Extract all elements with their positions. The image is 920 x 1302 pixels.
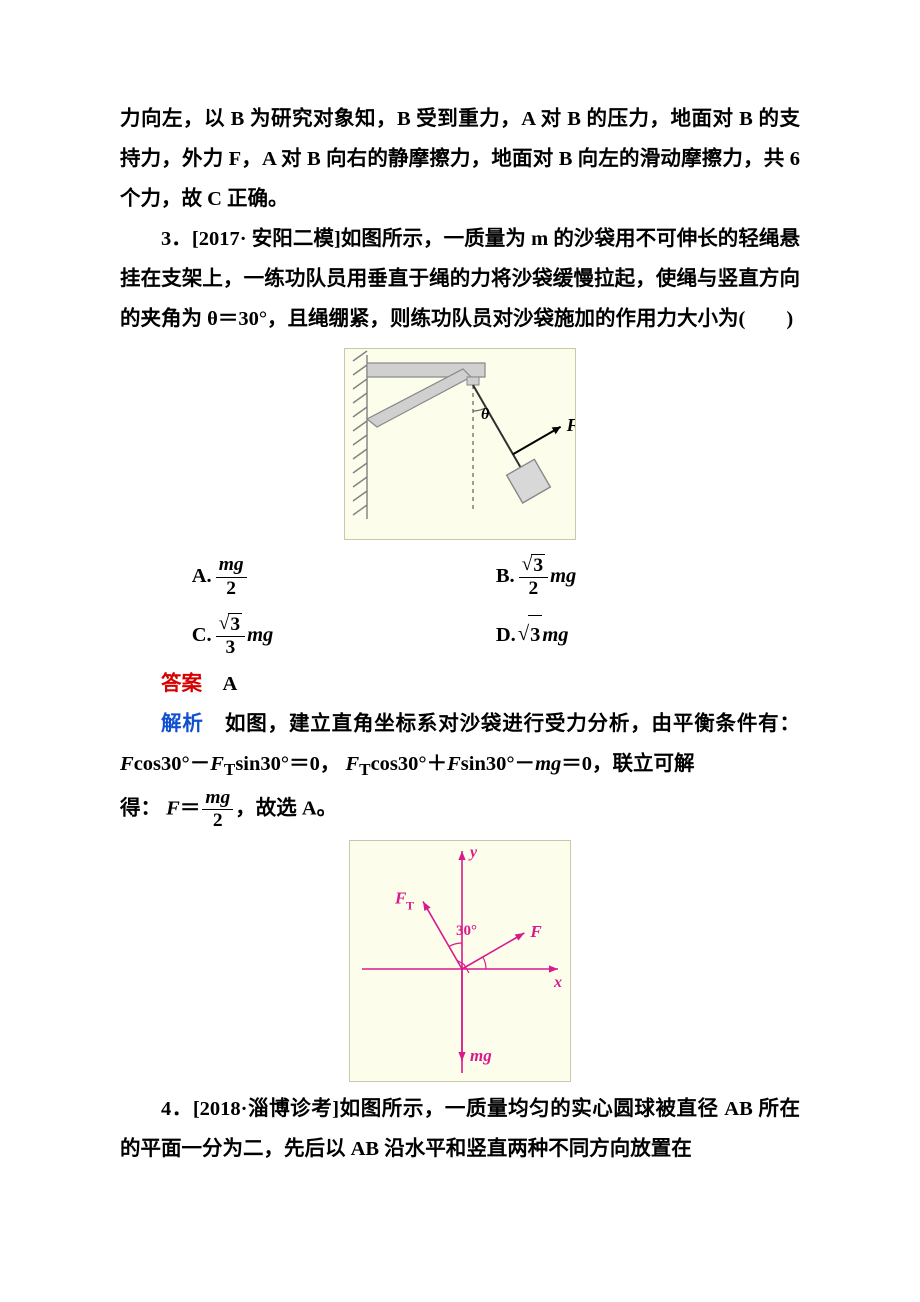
opt-b-den: 2	[526, 578, 542, 600]
eq1-FT: F	[210, 753, 224, 775]
opt-a-num: mg	[216, 554, 247, 577]
eq2-cos: cos30°＋	[371, 753, 448, 775]
svg-text:F: F	[566, 415, 575, 435]
expl2-pre: 得：	[120, 797, 161, 819]
eq1-F: F	[120, 753, 134, 775]
explanation-label: 解析	[161, 713, 204, 735]
q3-figure-wrap: θF	[120, 348, 800, 540]
q4-stem: 4．[2018·淄博诊考]如图所示，一质量均匀的实心圆球被直径 AB 所在的平面…	[120, 1090, 800, 1170]
option-label-a: A.	[192, 557, 212, 597]
q3-stem: 3．[2017· 安阳二模]如图所示，一质量为 m 的沙袋用不可伸长的轻绳悬挂在…	[120, 220, 800, 340]
svg-text:F: F	[529, 922, 542, 941]
q3-option-c: C. √3 3 mg	[192, 607, 496, 666]
q3-force-diagram-wrap: yxFT30°Fmg	[120, 840, 800, 1082]
answer-value: A	[223, 673, 238, 695]
q3-option-a: A. mg 2	[192, 548, 496, 607]
expl2-den: 2	[210, 810, 226, 832]
eq2-FTsub: T	[359, 760, 370, 779]
svg-text:y: y	[468, 844, 478, 861]
expl2-num: mg	[202, 787, 233, 810]
answer-label: 答案	[161, 673, 202, 695]
svg-text:T: T	[406, 899, 414, 913]
eq1-sin: sin30°＝0，	[235, 753, 340, 775]
expl2-F: F	[166, 797, 180, 819]
option-label-b: B.	[496, 557, 515, 597]
opt-c-sqrt: 3	[228, 613, 242, 636]
opt-d-sqrt: 3	[528, 615, 542, 656]
svg-text:mg: mg	[470, 1046, 492, 1065]
eq2-FT: F	[345, 753, 359, 775]
opt-d-tail: mg	[542, 616, 568, 656]
eq1-FTsub: T	[224, 760, 235, 779]
eq2-F: F	[447, 753, 461, 775]
q3-options: A. mg 2 B. √3 2 mg C. √3 3 mg D. √3 mg	[192, 548, 800, 666]
eq1-cos: cos30°－	[134, 753, 211, 775]
opt-c-den: 3	[223, 637, 239, 659]
eq2-mg: mg	[535, 753, 561, 775]
eq2-tail: ＝0，联立可解	[561, 753, 694, 775]
opt-b-tail: mg	[550, 557, 576, 597]
q3-force-diagram: yxFT30°Fmg	[349, 840, 571, 1082]
svg-text:x: x	[553, 974, 562, 991]
q3-explanation-2: 得： F＝mg2 ，故选 A。	[120, 787, 800, 833]
option-label-d: D.	[496, 616, 516, 656]
expl-pre: 如图，建立直角坐标系对沙袋进行受力分析，由平衡条件有：	[225, 713, 800, 735]
svg-text:30°: 30°	[456, 923, 477, 939]
q3-option-b: B. √3 2 mg	[496, 548, 800, 607]
q3-answer: 答案 A	[120, 665, 800, 705]
intro-paragraph: 力向左，以 B 为研究对象知，B 受到重力，A 对 B 的压力，地面对 B 的支…	[120, 100, 800, 220]
expl2-tail: ，故选 A。	[235, 797, 337, 819]
expl2-eq: ＝	[180, 797, 201, 819]
q3-option-d: D. √3 mg	[496, 607, 800, 666]
svg-text:θ: θ	[481, 406, 490, 423]
opt-a-den: 2	[223, 578, 239, 600]
q3-explanation-1: 解析 如图，建立直角坐标系对沙袋进行受力分析，由平衡条件有： Fcos30°－F…	[120, 705, 800, 786]
q3-figure: θF	[344, 348, 576, 540]
opt-c-tail: mg	[247, 616, 273, 656]
eq2-sin: sin30°－	[461, 753, 535, 775]
opt-b-sqrt: 3	[531, 554, 545, 577]
option-label-c: C.	[192, 616, 212, 656]
